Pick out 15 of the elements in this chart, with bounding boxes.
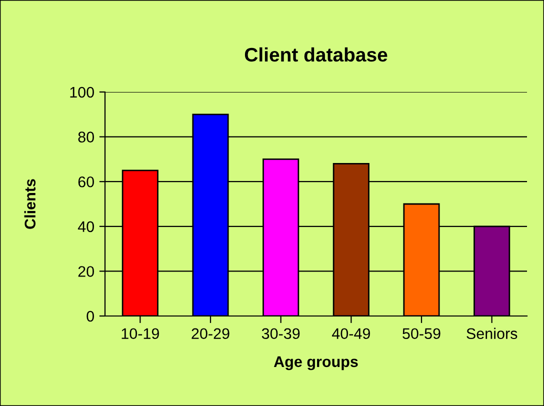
y-tick-label: 0 <box>86 310 94 322</box>
y-axis-title: Clients <box>24 179 36 229</box>
x-tick-label: 30-39 <box>262 328 300 340</box>
y-tick-label: 20 <box>78 266 94 277</box>
x-tick-label: 50-59 <box>402 328 440 340</box>
y-tick-label: 100 <box>70 86 94 98</box>
y-tick-label: 60 <box>78 176 94 188</box>
x-tick-label: 10-19 <box>122 328 159 340</box>
x-tick-label: 20-29 <box>192 328 230 340</box>
x-axis-title: Age groups <box>274 356 358 370</box>
x-tick-label: Seniors <box>466 328 518 340</box>
x-tick-label: 40-49 <box>332 328 370 340</box>
y-tick-label: 40 <box>78 221 94 232</box>
y-tick-label: 80 <box>78 132 94 142</box>
chart-title: Client database <box>244 47 388 62</box>
